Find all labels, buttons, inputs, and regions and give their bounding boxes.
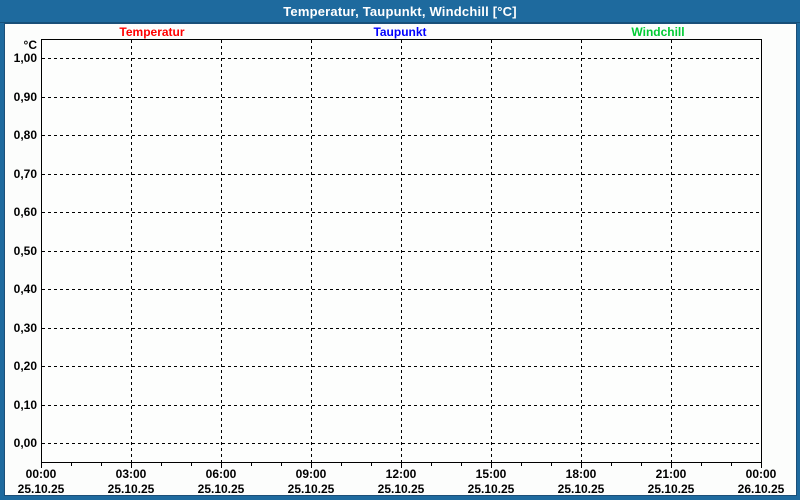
x-minor-tick: [281, 462, 282, 466]
x-date-label: 25.10.25: [197, 482, 245, 496]
y-tick-label: 1,00: [13, 51, 37, 65]
x-gridline: [491, 40, 492, 462]
x-major-tick: [581, 462, 582, 468]
y-tick-label: 0,70: [13, 166, 37, 181]
x-minor-tick: [251, 462, 252, 466]
legend-windchill: Windchill: [631, 25, 685, 39]
x-minor-tick: [191, 462, 192, 466]
x-date-label: 26.10.25: [737, 482, 785, 496]
x-major-tick: [41, 462, 42, 468]
x-major-tick: [401, 462, 402, 468]
x-gridline: [131, 40, 132, 462]
x-gridline: [671, 40, 672, 462]
y-tick-label: 0,80: [13, 128, 37, 142]
x-date-label: 25.10.25: [557, 482, 605, 496]
y-tick-label: 0,60: [13, 205, 37, 219]
x-time-label: 00:00: [25, 467, 57, 481]
y-tick-label: 0,10: [13, 397, 37, 412]
x-date-label: 25.10.25: [647, 482, 695, 496]
x-major-tick: [221, 462, 222, 468]
y-tick-label: 0,30: [13, 320, 37, 335]
chart-title: Temperatur, Taupunkt, Windchill [°C]: [283, 3, 517, 19]
x-date-label: 25.10.25: [287, 482, 335, 496]
chart-title-bar: Temperatur, Taupunkt, Windchill [°C]: [0, 0, 800, 23]
x-time-label: 00:00: [745, 467, 777, 481]
x-minor-tick: [371, 462, 372, 466]
y-tick-label: 0,50: [13, 243, 37, 258]
x-minor-tick: [701, 462, 702, 466]
x-minor-tick: [731, 462, 732, 466]
x-minor-tick: [431, 462, 432, 466]
legend-taupunkt: Taupunkt: [373, 25, 427, 39]
x-major-tick: [491, 462, 492, 468]
x-minor-tick: [641, 462, 642, 466]
y-tick-label: 0,20: [13, 359, 37, 373]
y-tick-label: 0,00: [13, 436, 37, 450]
x-gridline: [581, 40, 582, 462]
x-time-label: 09:00: [295, 467, 327, 481]
y-axis-unit-label: °C: [23, 38, 37, 52]
x-major-tick: [671, 462, 672, 468]
x-minor-tick: [161, 462, 162, 466]
x-minor-tick: [71, 462, 72, 466]
x-date-label: 25.10.25: [467, 482, 515, 496]
x-minor-tick: [611, 462, 612, 466]
x-time-label: 06:00: [205, 467, 237, 481]
x-time-label: 21:00: [655, 467, 687, 481]
x-gridline: [221, 40, 222, 462]
legend-temperatur: Temperatur: [119, 25, 185, 39]
x-minor-tick: [341, 462, 342, 466]
y-tick-label: 0,90: [13, 89, 37, 104]
x-major-tick: [761, 462, 762, 468]
x-time-label: 18:00: [565, 467, 597, 481]
x-gridline: [311, 40, 312, 462]
x-minor-tick: [461, 462, 462, 466]
x-major-tick: [131, 462, 132, 468]
x-time-label: 03:00: [115, 467, 147, 481]
x-minor-tick: [521, 462, 522, 466]
x-date-label: 25.10.25: [107, 482, 155, 496]
plot-area: [41, 39, 762, 463]
x-gridline: [401, 40, 402, 462]
x-time-label: 12:00: [385, 467, 417, 481]
y-tick-label: 0,40: [13, 282, 37, 296]
x-date-label: 25.10.25: [377, 482, 425, 496]
x-major-tick: [311, 462, 312, 468]
x-time-label: 15:00: [475, 467, 507, 481]
x-minor-tick: [551, 462, 552, 466]
x-date-label: 25.10.25: [17, 482, 65, 496]
x-minor-tick: [101, 462, 102, 466]
